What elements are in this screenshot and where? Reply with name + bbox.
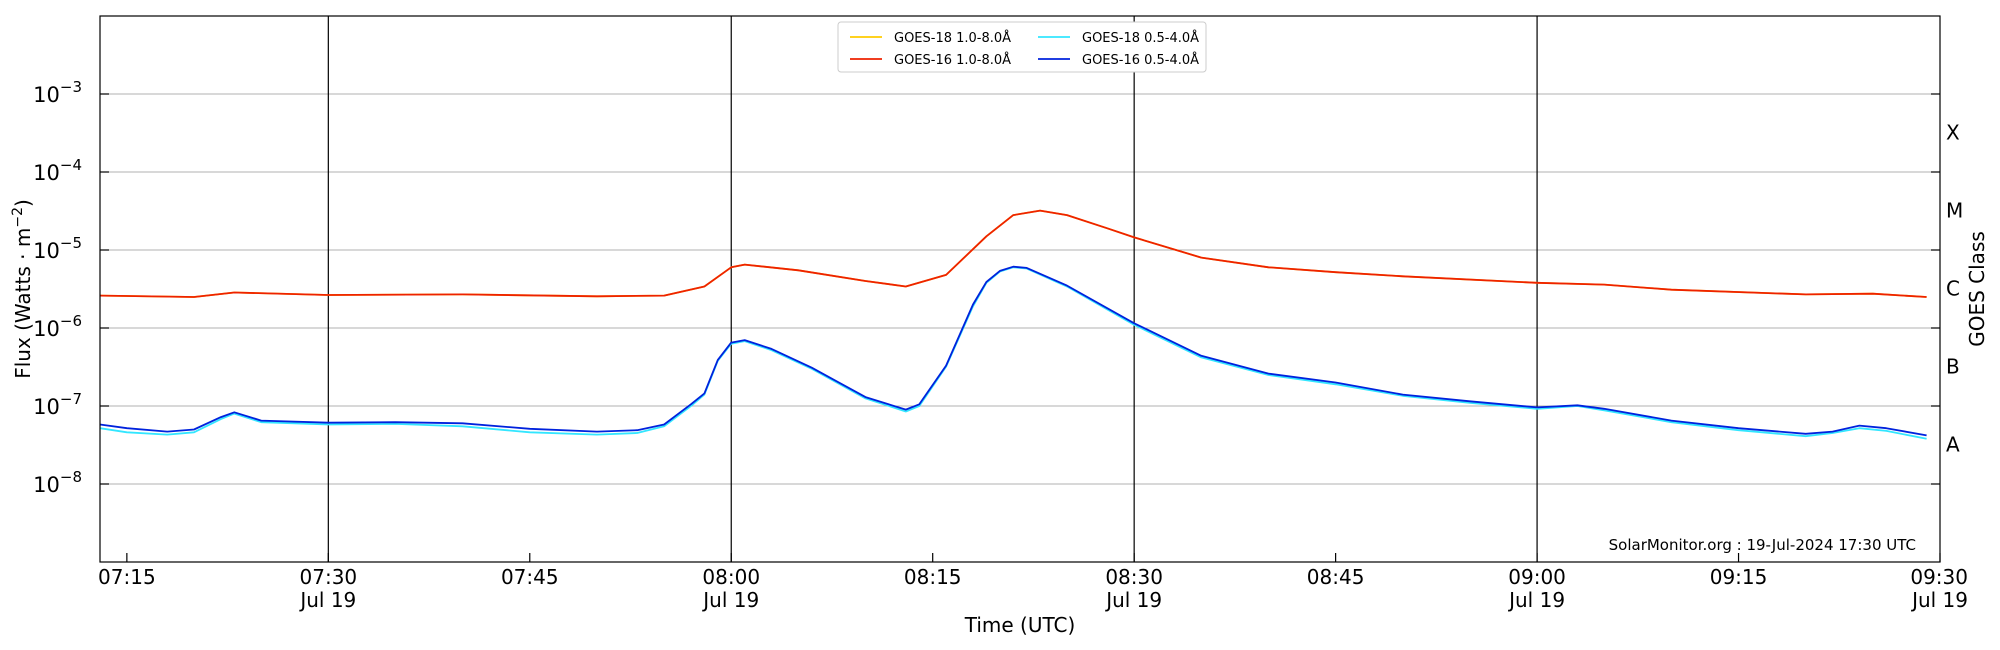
y-gridlines [100,93,1940,485]
x-tick-label: 07:45 [501,565,559,589]
x-tick-date: Jul 19 [298,588,356,612]
legend-label: GOES-18 0.5-4.0Å [1082,30,1199,46]
time-markers [327,16,1538,562]
series-line-0 [99,209,1927,298]
y-tick-exponent: −3 [60,78,82,96]
x-tick-label: 08:15 [904,565,962,589]
legend: GOES-18 1.0-8.0Å GOES-16 1.0-8.0Å GOES-18 … [837,21,1207,73]
legend-box [837,21,1207,73]
y-tick-exponent: −5 [60,234,82,252]
x-tick-label: 07:30 [300,565,358,589]
y-tick-label: 10−3 [33,78,82,107]
y-tick-exponent: −7 [60,390,82,408]
goes-class-m: M [1946,199,1963,223]
y-tick-base: 10 [33,317,60,341]
y-tick-exponent: −8 [60,468,82,486]
series-line-2 [99,209,1927,298]
goes-class-a: A [1946,433,1960,457]
y-axis-label-close: ) [11,199,35,207]
goes-class-x: X [1946,121,1960,145]
y-tick-label: 10−7 [33,390,82,419]
y-tick-label: 10−5 [33,234,82,263]
x-tick-date: Jul 19 [1910,588,1968,612]
series-layer [99,209,1927,440]
x-tick-date: Jul 19 [1507,588,1565,612]
y-tick-base: 10 [33,83,60,107]
legend-label: GOES-16 1.0-8.0Å [894,52,1011,68]
y-tick-exponent: −6 [60,312,82,330]
legend-label: GOES-18 1.0-8.0Å [894,30,1011,46]
goes-class-axis-label: GOES Class [1965,231,1989,347]
goes-class-labels: A B C M X [1946,121,1963,457]
legend-label: GOES-16 0.5-4.0Å [1082,52,1199,68]
goes-class-b: B [1946,355,1960,379]
y-axis-label-unit-exp: −2 [10,207,26,228]
x-tick-date: Jul 19 [1104,588,1162,612]
y-tick-base: 10 [33,473,60,497]
x-tick-label: 08:45 [1307,565,1365,589]
x-tick-date: Jul 19 [701,588,759,612]
x-tick-label: 09:15 [1710,565,1768,589]
legend-item: GOES-16 1.0-8.0Å [850,52,1011,68]
x-tick-label: 08:30 [1105,565,1163,589]
y-tick-label: 10−4 [33,156,82,185]
x-tick-label: 07:15 [98,565,156,589]
source-annotation: SolarMonitor.org : 19-Jul-2024 17:30 UTC [1609,536,1916,554]
x-tick-label: 09:30 [1910,565,1968,589]
x-axis-label: Time (UTC) [964,613,1076,637]
y-axis-label: Flux (Watts · m−2) [10,199,35,379]
y-tick-base: 10 [33,239,60,263]
goes-class-c: C [1946,277,1960,301]
x-tick-label: 09:00 [1508,565,1566,589]
y-tick-base: 10 [33,395,60,419]
legend-item: GOES-18 0.5-4.0Å [1038,30,1199,46]
y-tick-base: 10 [33,161,60,185]
series-line-3 [99,265,1927,437]
x-tick-label: 08:00 [702,565,760,589]
plot-area [99,15,1941,563]
y-tick-exponent: −4 [60,156,82,174]
y-axis-ticks: 10−810−710−610−510−410−3 [33,78,1940,497]
y-tick-label: 10−8 [33,468,82,497]
legend-item: GOES-16 0.5-4.0Å [1038,52,1199,68]
series-line-1 [99,266,1927,440]
y-tick-label: 10−6 [33,312,82,341]
y-axis-label-main: Flux (Watts · m [11,228,35,379]
legend-item: GOES-18 1.0-8.0Å [850,30,1011,46]
